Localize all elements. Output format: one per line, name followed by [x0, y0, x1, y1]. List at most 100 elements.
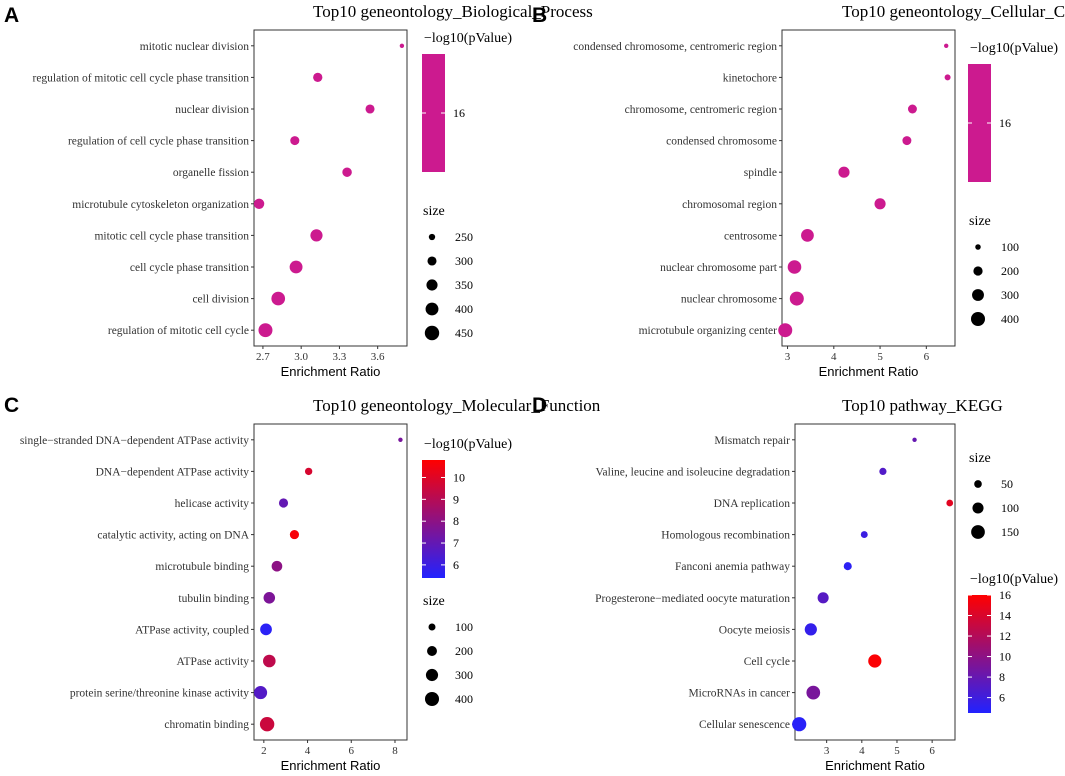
size-legend-label: 400	[455, 302, 473, 316]
category-label: microtubule binding	[155, 561, 249, 573]
category-label: ATPase activity, coupled	[135, 624, 249, 636]
data-point	[879, 467, 887, 475]
color-legend-label: 6	[453, 558, 459, 572]
size-legend-label: 450	[455, 326, 473, 340]
category-label: Fanconi anemia pathway	[675, 561, 790, 573]
size-legend-label: 50	[1001, 477, 1013, 491]
data-point	[258, 323, 273, 338]
size-legend-label: 200	[455, 644, 473, 658]
category-label: catalytic activity, acting on DNA	[97, 530, 249, 542]
size-legend-label: 350	[455, 278, 473, 292]
panel-letter: A	[4, 4, 19, 27]
x-tick-label: 2.7	[256, 351, 270, 363]
category-label: spindle	[744, 167, 777, 179]
x-tick-label: 4	[305, 745, 311, 757]
size-legend-key	[427, 646, 437, 656]
chart-title: Top10 geneontology_Cellular_Component	[842, 2, 1065, 21]
category-label: microtubule organizing center	[639, 325, 778, 337]
color-legend-label: 16	[999, 588, 1011, 602]
color-bar	[422, 460, 445, 578]
category-label: nuclear division	[175, 104, 249, 116]
category-label: Cell cycle	[744, 656, 790, 668]
data-point	[289, 260, 303, 274]
data-point	[263, 592, 276, 604]
size-legend-label: 200	[1001, 264, 1019, 278]
category-label: condensed chromosome, centromeric region	[573, 41, 777, 53]
color-legend-label: 8	[999, 670, 1005, 684]
category-label: chromatin binding	[164, 719, 249, 731]
data-point	[792, 717, 807, 732]
size-legend-title: size	[423, 204, 445, 219]
data-point	[289, 530, 300, 540]
color-bar	[968, 595, 991, 713]
category-label: Homologous recombination	[661, 530, 790, 542]
data-point	[868, 654, 882, 668]
data-point	[946, 499, 954, 507]
category-label: centrosome	[724, 230, 777, 242]
color-legend-label: 12	[999, 629, 1011, 643]
x-tick-label: 3.0	[294, 351, 308, 363]
panel-d: D Top10 pathway_KEGG Mismatch repair Valine…	[532, 394, 1058, 773]
size-legend-key	[970, 311, 986, 327]
data-point	[907, 104, 917, 114]
color-legend-title: −log10(pValue)	[970, 572, 1058, 587]
data-point	[365, 104, 375, 114]
size-legend-key	[428, 623, 436, 631]
size-legend-key	[972, 289, 984, 301]
category-label: Cellular senescence	[699, 719, 790, 731]
category-label: mitotic cell cycle phase transition	[94, 230, 249, 242]
panel-a: A Top10 geneontology_Biological_Processmi…	[4, 2, 593, 379]
data-point	[259, 717, 275, 732]
color-legend-title: −log10(pValue)	[424, 437, 512, 452]
data-point	[912, 437, 917, 442]
category-label: helicase activity	[175, 498, 250, 510]
category-label: nuclear chromosome part	[660, 262, 778, 274]
size-legend-label: 300	[455, 668, 473, 682]
x-tick-label: 3.3	[333, 351, 347, 363]
category-label: kinetochore	[723, 72, 777, 84]
data-point	[838, 166, 850, 178]
data-point	[801, 229, 814, 242]
x-tick-label: 5	[894, 745, 900, 757]
x-tick-label: 2	[261, 745, 267, 757]
data-point	[944, 43, 949, 48]
category-label: Progesterone−mediated oocyte maturation	[595, 593, 790, 605]
size-legend-label: 400	[1001, 312, 1019, 326]
data-point	[253, 198, 265, 209]
color-legend-title: −log10(pValue)	[424, 31, 512, 46]
data-point	[789, 291, 804, 306]
plot-border	[781, 29, 956, 347]
size-legend-label: 400	[455, 692, 473, 706]
x-tick-label: 6	[349, 745, 355, 757]
size-legend-label: 100	[1001, 501, 1019, 515]
x-axis-label: Enrichment Ratio	[281, 364, 381, 379]
size-legend-key	[424, 691, 440, 707]
size-legend-title: size	[423, 594, 445, 609]
category-label: chromosome, centromeric region	[625, 104, 778, 116]
size-legend-key	[971, 525, 985, 539]
size-legend-label: 150	[1001, 525, 1019, 539]
category-label: regulation of cell cycle phase transitio…	[68, 136, 249, 148]
size-legend-key	[428, 233, 436, 241]
plot-border	[253, 423, 408, 741]
size-legend-title: size	[969, 214, 991, 229]
panel-b: B Top10 geneontology_Cellular_Componentco…	[532, 2, 1065, 379]
size-legend-title: size	[969, 451, 991, 466]
color-legend-label: 6	[999, 691, 1005, 705]
data-point	[843, 562, 852, 571]
data-point	[310, 229, 323, 242]
category-label: nuclear chromosome	[681, 294, 777, 306]
color-legend-label: 9	[453, 492, 459, 506]
data-point	[874, 198, 886, 210]
panel-letter: B	[532, 4, 547, 27]
size-legend-key	[427, 256, 437, 266]
category-label: protein serine/threonine kinase activity	[70, 688, 249, 700]
category-label: Oocyte meiosis	[719, 624, 791, 636]
category-label: chromosomal region	[682, 199, 777, 211]
data-point	[399, 43, 405, 48]
category-label: cell cycle phase transition	[130, 262, 249, 274]
data-point	[260, 623, 272, 636]
size-legend-key	[975, 244, 981, 250]
category-label: cell division	[192, 294, 249, 306]
data-point	[253, 686, 268, 700]
